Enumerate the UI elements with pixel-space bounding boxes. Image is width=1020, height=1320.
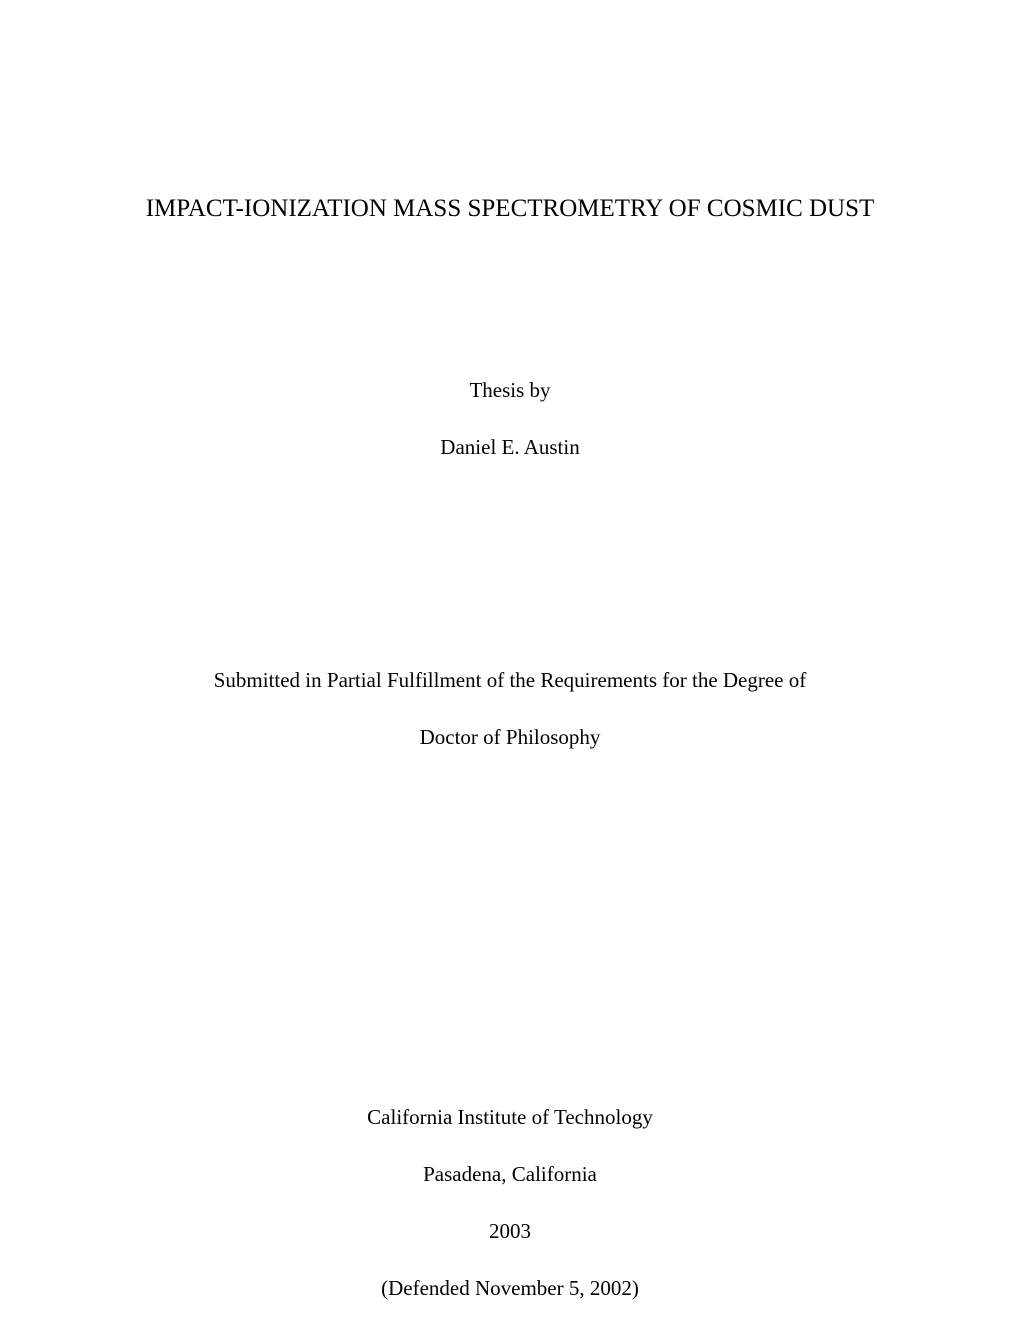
thesis-title-page: IMPACT-IONIZATION MASS SPECTROMETRY OF C… <box>0 0 1020 1320</box>
author-name: Daniel E. Austin <box>0 435 1020 460</box>
fulfillment-statement: Submitted in Partial Fulfillment of the … <box>0 668 1020 693</box>
thesis-title: IMPACT-IONIZATION MASS SPECTROMETRY OF C… <box>0 195 1020 223</box>
defended-date: (Defended November 5, 2002) <box>0 1276 1020 1301</box>
degree-name: Doctor of Philosophy <box>0 725 1020 750</box>
location-text: Pasadena, California <box>0 1162 1020 1187</box>
thesis-by-label: Thesis by <box>0 378 1020 403</box>
year-text: 2003 <box>0 1219 1020 1244</box>
institution-name: California Institute of Technology <box>0 1105 1020 1130</box>
